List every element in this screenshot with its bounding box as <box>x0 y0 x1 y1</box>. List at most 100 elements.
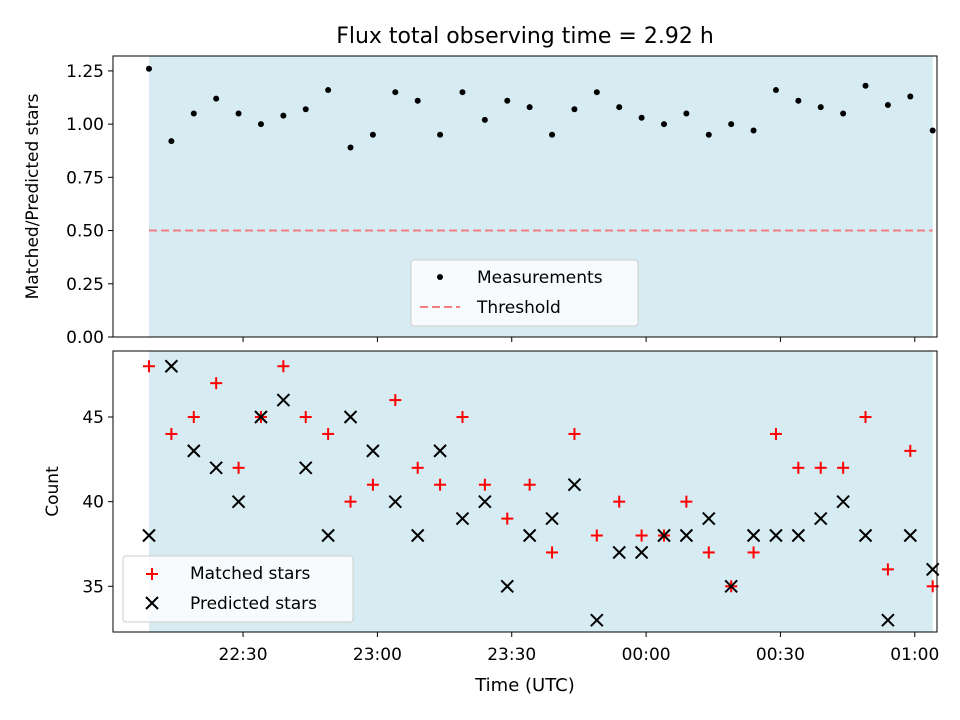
predicted-marker-stroke <box>567 478 582 492</box>
matched-star-marker <box>546 546 559 559</box>
matched-star-marker <box>904 444 917 457</box>
predicted-marker-stroke <box>299 461 313 475</box>
predicted-star-marker <box>791 528 806 543</box>
predicted-star-marker <box>142 528 156 543</box>
matched-star-marker <box>344 495 357 508</box>
legend-label: Matched stars <box>190 564 310 584</box>
predicted-marker-stroke <box>590 613 604 627</box>
matched-star-marker <box>635 529 648 542</box>
predicted-star-marker <box>410 528 425 543</box>
predicted-star-marker <box>567 478 582 492</box>
predicted-star-marker <box>746 528 761 543</box>
measurement-point <box>884 101 891 108</box>
predicted-star-marker <box>858 528 873 543</box>
predicted-star-marker <box>590 613 604 627</box>
axes-frame <box>112 350 938 633</box>
measurement-point <box>213 95 220 102</box>
measurement-point <box>907 93 914 100</box>
matched-star-marker <box>366 478 379 491</box>
legend-label: Predicted stars <box>190 594 317 614</box>
measurement-point <box>257 121 264 128</box>
measurement-point <box>840 110 847 117</box>
y-tick-label: 0.50 <box>66 222 104 242</box>
measurement-point <box>683 110 690 117</box>
measurement-point <box>168 138 175 145</box>
measurement-point <box>549 131 556 138</box>
predicted-star-marker <box>836 494 850 509</box>
predicted-marker-stroke <box>634 545 649 560</box>
matched-star-marker <box>613 495 626 508</box>
predicted-marker-stroke <box>142 528 156 543</box>
measurement-point <box>280 112 287 119</box>
matched-star-marker <box>881 563 894 576</box>
matched-star-marker <box>434 478 447 491</box>
predicted-marker-stroke <box>746 528 761 543</box>
predicted-star-marker <box>769 528 783 543</box>
ratio-panel: 0.00 0.25 0.50 0.75 1.00 1.25 Matched/Predicte… <box>23 55 938 348</box>
predicted-marker-stroke <box>612 545 626 560</box>
measurement-point <box>795 97 802 104</box>
matched-star-marker <box>165 427 178 440</box>
matched-star-marker <box>792 461 805 474</box>
measurement-point <box>235 110 242 117</box>
y-tick-label: 0.75 <box>66 168 104 188</box>
y-tick-label: 0.25 <box>66 275 104 295</box>
measurement-point <box>190 110 197 117</box>
x-tick-label: 00:30 <box>756 645 805 665</box>
predicted-star-marker <box>545 511 559 526</box>
legend: Measurements Threshold <box>410 259 639 327</box>
matched-star-marker <box>299 411 312 424</box>
matched-star-marker <box>680 495 693 508</box>
predicted-star-marker <box>679 528 694 543</box>
x-tick-label: 23:30 <box>487 645 536 665</box>
x-tick-label: 22:30 <box>219 645 268 665</box>
predicted-marker-stroke <box>679 528 694 543</box>
matched-star-marker <box>232 461 245 474</box>
matched-star-marker <box>389 394 402 407</box>
predicted-star-marker <box>634 545 649 560</box>
measurement-point <box>347 144 354 151</box>
measurement-point <box>728 121 735 128</box>
predicted-marker-stroke <box>164 359 179 373</box>
predicted-marker-stroke <box>388 494 403 509</box>
predicted-star-marker <box>366 444 380 458</box>
y-axis-label: Count <box>43 466 63 517</box>
matched-star-marker <box>747 546 760 559</box>
measurement-point <box>929 127 936 134</box>
predicted-star-marker <box>299 461 313 475</box>
legend-label: Measurements <box>477 268 603 288</box>
predicted-marker-stroke <box>545 511 559 526</box>
measurement-point <box>459 89 466 96</box>
predicted-marker-stroke <box>455 511 470 526</box>
predicted-marker-stroke <box>814 511 828 526</box>
y-tick-label: 35 <box>82 577 104 597</box>
predicted-marker-stroke <box>254 410 268 424</box>
matched-star-marker <box>277 360 290 373</box>
predicted-marker-stroke <box>702 511 716 526</box>
measurement-point <box>481 116 488 123</box>
matched-star-marker <box>187 411 200 424</box>
predicted-star-marker <box>702 511 716 526</box>
predicted-star-marker <box>724 579 738 594</box>
x-tick-label: 00:00 <box>622 645 671 665</box>
measurement-point <box>504 97 511 104</box>
measurement-point <box>616 104 623 111</box>
predicted-star-marker <box>209 461 223 475</box>
predicted-star-marker <box>657 528 671 543</box>
matched-star-marker <box>568 427 581 440</box>
measurement-point <box>817 104 824 111</box>
predicted-marker-stroke <box>858 528 873 543</box>
predicted-marker-stroke <box>187 444 201 458</box>
matched-star-marker <box>143 360 155 373</box>
matched-star-marker <box>702 546 715 559</box>
measurement-point <box>593 89 600 96</box>
measurement-point <box>146 65 152 72</box>
count-panel: 35 40 45 22:30 23:00 23:30 00:00 00:30 01:00 Coun… <box>43 350 940 665</box>
predicted-star-marker <box>500 579 514 594</box>
measurement-point <box>369 131 376 138</box>
y-axis-label: Matched/Predicted stars <box>23 93 43 299</box>
predicted-marker-stroke <box>881 613 895 627</box>
measurement-point <box>772 87 779 94</box>
predicted-star-marker <box>164 359 179 373</box>
